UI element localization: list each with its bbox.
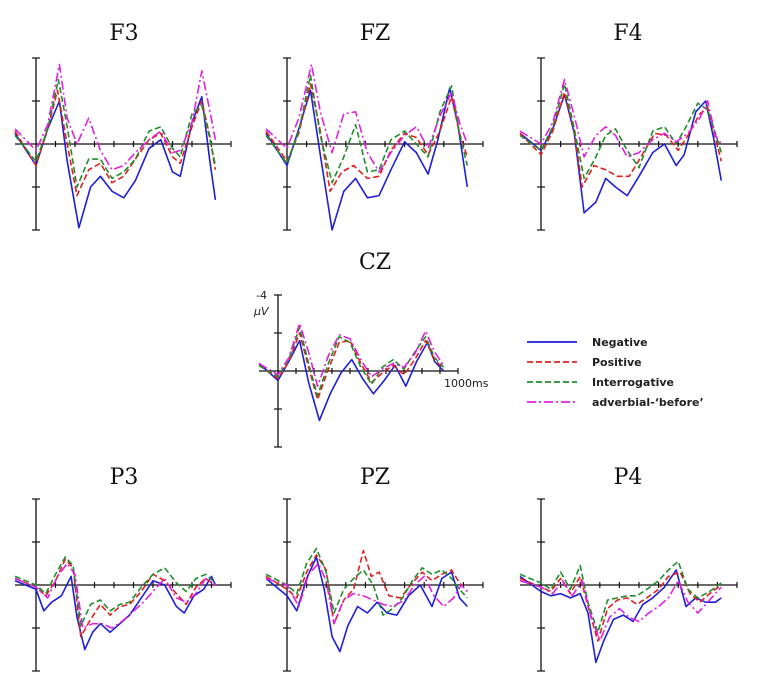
series-line-interrogative-cz (258, 326, 445, 397)
series-line-adverbial-before-p4 (519, 579, 722, 642)
series-line-adverbial-before-p3 (14, 562, 216, 629)
series-line-interrogative-p3 (14, 556, 216, 627)
panel-f4: F4 (519, 21, 738, 231)
panel-title-cz: CZ (359, 250, 391, 275)
panel-pz: PZ (265, 465, 484, 672)
series-line-positive-p4 (519, 571, 722, 642)
series-line-adverbial-before-f3 (14, 63, 217, 171)
series-line-positive-f3 (14, 89, 217, 197)
series-line-positive-pz (265, 549, 468, 625)
panel-p3: P3 (14, 465, 232, 672)
legend-label-0: Negative (592, 336, 648, 349)
panel-title-p3: P3 (110, 465, 139, 490)
series-line-positive-f4 (519, 91, 723, 188)
panel-f3: F3 (14, 21, 232, 231)
series-line-positive-p3 (14, 558, 216, 638)
panel-title-fz: FZ (360, 21, 391, 46)
y-unit-label: μV (253, 305, 270, 318)
panel-p4: P4 (519, 465, 738, 672)
series-line-adverbial-before-f4 (519, 78, 722, 158)
legend-label-1: Positive (592, 356, 642, 369)
legend: Negative Positive Interrogative adverbial-‘… (527, 336, 704, 409)
legend-label-2: Interrogative (592, 376, 674, 389)
panel-title-f3: F3 (109, 21, 138, 46)
x-end-label: 1000ms (444, 377, 489, 390)
panel-title-pz: PZ (360, 465, 390, 490)
panel-fz: FZ (265, 21, 484, 231)
series-line-negative-f4 (519, 93, 723, 214)
panel-title-p4: P4 (614, 465, 643, 490)
series-line-adverbial-before-fz (265, 63, 469, 173)
series-line-interrogative-p4 (519, 560, 722, 634)
series-line-negative-pz (265, 556, 468, 653)
panel-cz: CZ -4 μV 1000ms (253, 250, 489, 448)
series-line-negative-cz (258, 339, 445, 422)
series-line-interrogative-pz (265, 547, 468, 616)
series-line-negative-f3 (14, 95, 217, 229)
series-line-negative-p3 (14, 575, 217, 651)
series-line-interrogative-f3 (14, 78, 217, 188)
series-line-positive-cz (258, 332, 445, 401)
series-line-positive-fz (265, 83, 469, 193)
legend-label-3: adverbial-‘before’ (592, 396, 704, 409)
series-line-interrogative-f4 (519, 83, 723, 180)
series-line-interrogative-fz (265, 74, 469, 184)
series-line-negative-p4 (519, 569, 722, 664)
series-line-adverbial-before-cz (258, 322, 445, 387)
series-line-adverbial-before-pz (265, 562, 468, 625)
series-line-negative-fz (265, 87, 469, 231)
panel-title-f4: F4 (613, 21, 642, 46)
y-scale-label: -4 (256, 289, 267, 302)
